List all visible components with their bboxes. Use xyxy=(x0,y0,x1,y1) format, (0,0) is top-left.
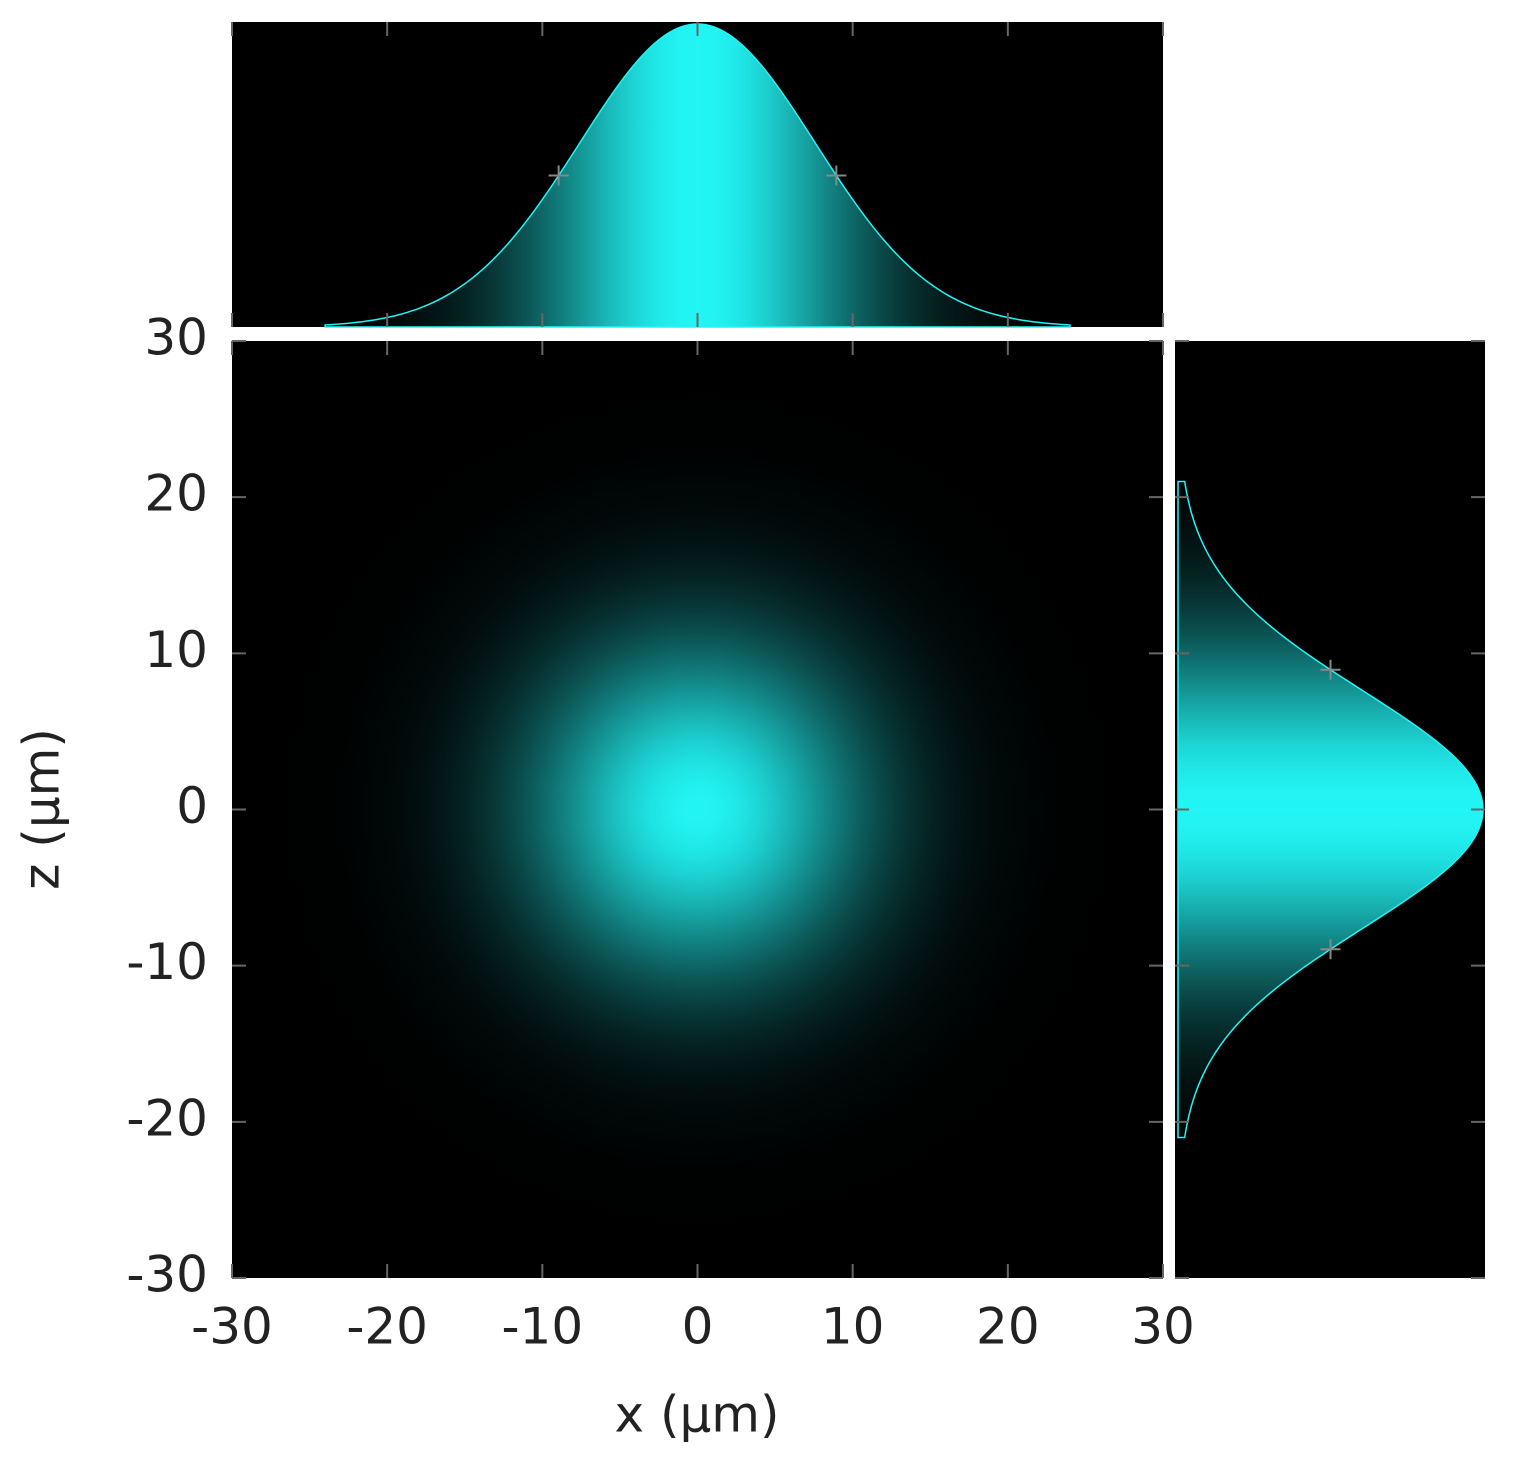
z-profile xyxy=(1177,480,1484,1139)
half-max-marker xyxy=(826,165,847,186)
y-tick-label: -30 xyxy=(126,1246,208,1304)
y-axis-label: z (µm) xyxy=(13,728,71,890)
x-tick-label: 0 xyxy=(682,1298,714,1356)
y-tick-label: 0 xyxy=(176,777,208,835)
gaussian-spot xyxy=(232,341,1163,1278)
x-tick-label: -20 xyxy=(346,1298,428,1356)
x-profile xyxy=(324,23,1071,328)
x-tick-label: -30 xyxy=(191,1298,273,1356)
half-max-marker xyxy=(1320,939,1341,960)
y-tick-label: 30 xyxy=(144,309,208,367)
y-tick-label: -20 xyxy=(126,1089,208,1147)
y-tick-label: 10 xyxy=(144,621,208,679)
x-tick-label: -10 xyxy=(501,1298,583,1356)
x-tick-label: 30 xyxy=(1131,1298,1195,1356)
half-max-marker xyxy=(1320,659,1341,680)
y-tick-label: 20 xyxy=(144,465,208,523)
x-axis-label: x (µm) xyxy=(614,1386,779,1444)
y-tick-label: -10 xyxy=(126,933,208,991)
half-max-marker xyxy=(548,165,569,186)
x-tick-label: 10 xyxy=(821,1298,885,1356)
x-tick-label: 20 xyxy=(976,1298,1040,1356)
